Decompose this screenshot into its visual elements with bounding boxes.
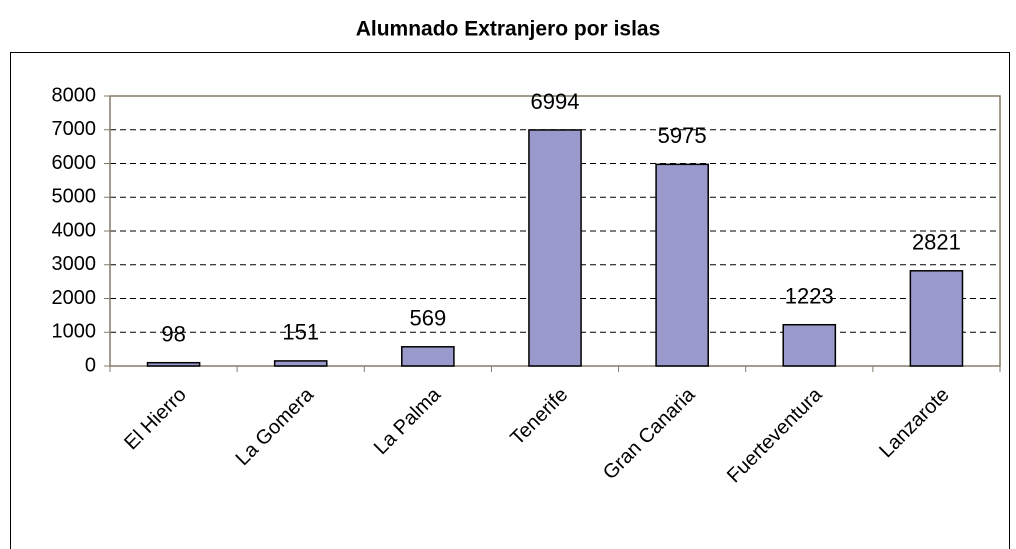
bar <box>782 323 837 367</box>
y-tick-label: 0 <box>85 354 96 376</box>
bar <box>273 360 328 367</box>
bar <box>909 270 964 367</box>
chart-border <box>10 52 1010 549</box>
data-label: 151 <box>282 320 319 345</box>
y-tick-label: 4000 <box>52 219 97 241</box>
chart-title: Alumnado Extranjero por islas <box>356 18 661 41</box>
y-tick-label: 6000 <box>52 152 97 174</box>
bar <box>146 361 201 367</box>
y-tick-label: 5000 <box>52 186 97 208</box>
bar <box>528 129 582 367</box>
bar <box>655 163 709 367</box>
y-tick-label: 2000 <box>52 287 97 309</box>
data-label: 2821 <box>912 230 961 255</box>
data-label: 6994 <box>531 89 580 114</box>
data-label: 5975 <box>658 123 707 148</box>
y-tick-label: 7000 <box>52 118 97 140</box>
bar <box>401 346 455 367</box>
data-label: 1223 <box>785 284 834 309</box>
data-label: 98 <box>161 322 185 347</box>
y-tick-label: 8000 <box>52 84 97 106</box>
y-tick-label: 3000 <box>52 253 97 275</box>
data-label: 569 <box>409 306 446 331</box>
y-tick-label: 1000 <box>52 321 97 343</box>
